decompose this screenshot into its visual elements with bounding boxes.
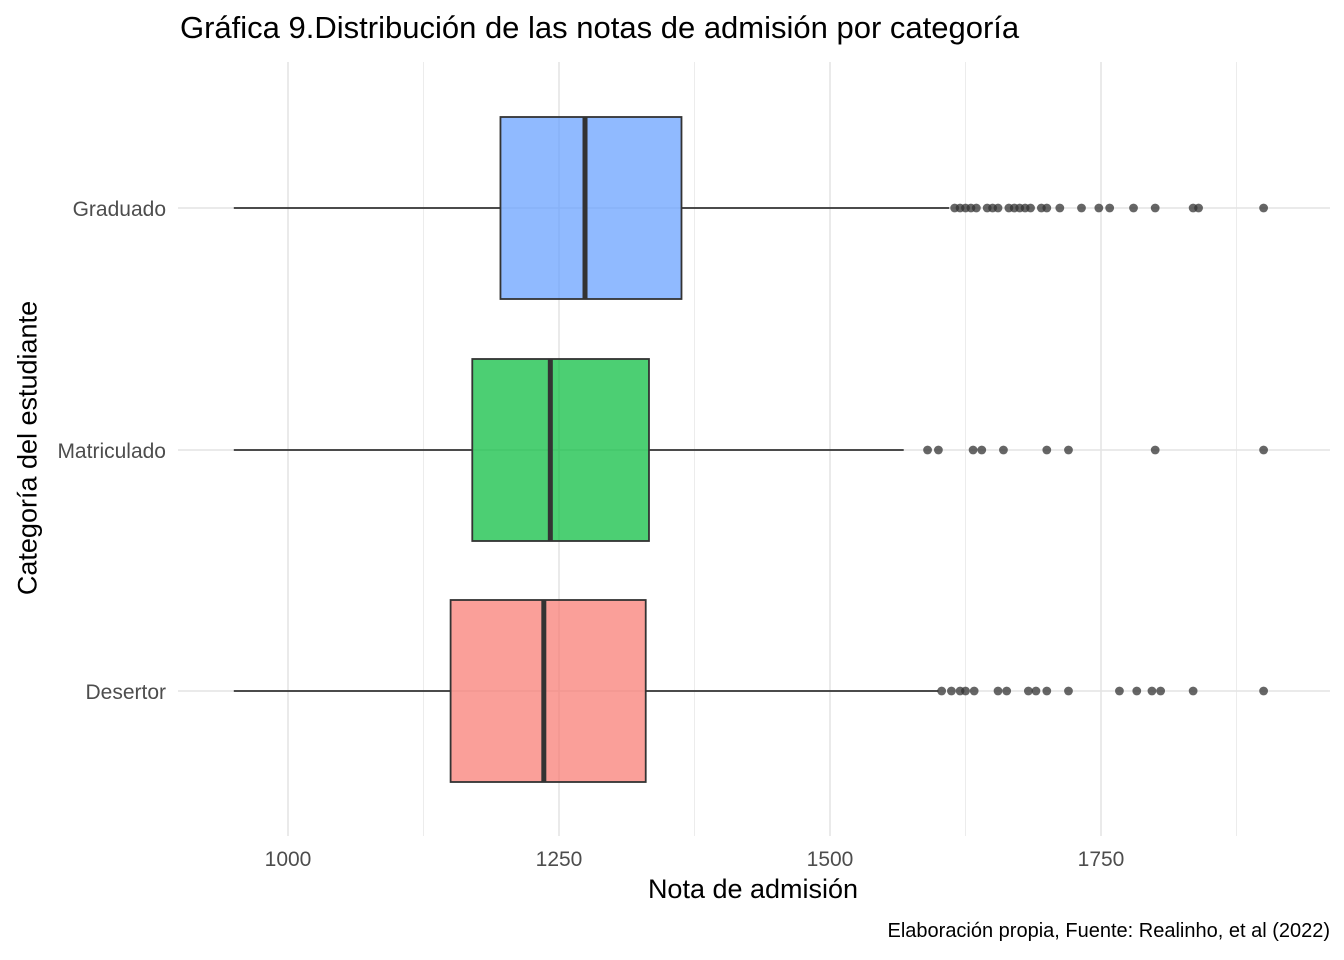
outlier-point <box>1188 686 1198 696</box>
outlier-point <box>1115 686 1124 696</box>
box-matriculado <box>233 358 1268 542</box>
box-graduado <box>233 116 1268 300</box>
iqr-box <box>449 599 647 783</box>
x-tick-label: 1500 <box>807 848 854 871</box>
outlier-point <box>1194 203 1203 213</box>
x-tick-label: 1750 <box>1078 848 1125 871</box>
outlier-point <box>1147 686 1157 696</box>
x-axis-ticks: 1000 1250 1500 1750 <box>265 848 1125 871</box>
outlier-point <box>971 203 981 213</box>
x-axis-label: Nota de admisión <box>647 874 859 904</box>
box-desertor <box>233 599 1268 783</box>
y-tick-label: Desertor <box>85 681 166 704</box>
outlier-point <box>1064 686 1073 696</box>
outlier-point <box>977 445 987 455</box>
y-tick-label: Graduado <box>73 198 166 221</box>
outlier-point <box>1259 445 1268 455</box>
outlier-point <box>937 686 947 696</box>
outlier-point <box>1064 445 1073 455</box>
outlier-point <box>1002 686 1012 696</box>
iqr-box <box>471 358 650 542</box>
outlier-point <box>1150 445 1160 455</box>
outlier-point <box>1031 686 1041 696</box>
outlier-point <box>999 445 1008 455</box>
x-tick-label: 1000 <box>265 848 312 871</box>
outlier-point <box>1259 203 1268 213</box>
outlier-point <box>1132 686 1142 696</box>
outlier-point <box>1026 203 1035 213</box>
outlier-point <box>1055 203 1065 213</box>
x-tick-label: 1250 <box>536 848 583 871</box>
iqr-box <box>499 116 683 300</box>
outlier-point <box>1259 686 1268 696</box>
outlier-point <box>1094 203 1104 213</box>
y-axis-ticks: Graduado Matriculado Desertor <box>57 198 166 704</box>
outlier-point <box>993 203 1003 213</box>
outlier-point <box>961 686 970 696</box>
outlier-point <box>968 445 978 455</box>
outlier-point <box>1105 203 1115 213</box>
outlier-point <box>923 445 932 455</box>
boxplot-boxes <box>233 116 1268 783</box>
outlier-point <box>1129 203 1138 213</box>
outlier-point <box>1156 686 1166 696</box>
y-tick-label: Matriculado <box>57 440 166 463</box>
outlier-point <box>1023 686 1033 696</box>
outlier-point <box>1042 686 1052 696</box>
outlier-point <box>1150 203 1160 213</box>
outlier-point <box>934 445 943 455</box>
chart-title: Gráfica 9.Distribución de las notas de a… <box>180 10 1020 45</box>
outlier-point <box>1077 203 1086 213</box>
outlier-point <box>947 686 956 696</box>
outlier-point <box>1042 445 1052 455</box>
caption: Elaboración propia, Fuente: Realinho, et… <box>887 920 1331 942</box>
outlier-point <box>993 686 1003 696</box>
y-axis-label: Categoría del estudiante <box>12 300 43 596</box>
outlier-point <box>1042 203 1052 213</box>
outlier-point <box>969 686 979 696</box>
